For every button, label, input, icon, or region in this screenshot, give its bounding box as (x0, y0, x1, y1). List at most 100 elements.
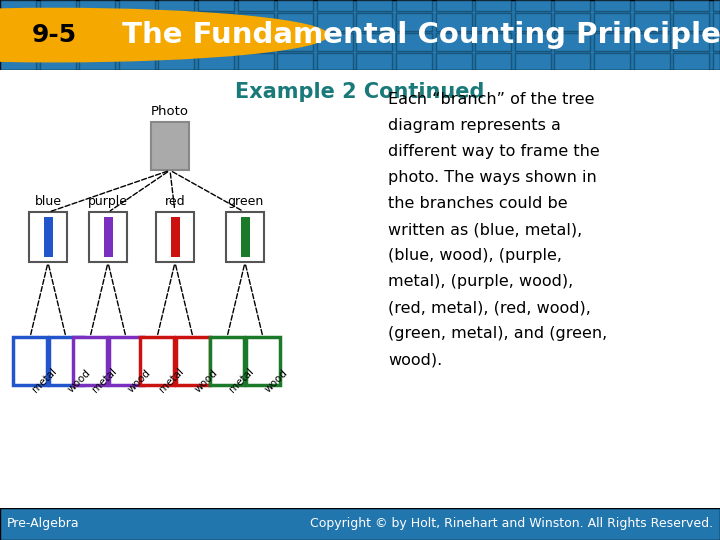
FancyBboxPatch shape (634, 52, 670, 70)
FancyBboxPatch shape (198, 14, 234, 31)
FancyBboxPatch shape (475, 14, 511, 31)
FancyBboxPatch shape (594, 0, 630, 11)
Bar (29, 212, 67, 262)
FancyBboxPatch shape (475, 0, 511, 11)
Bar (49, 338, 83, 386)
Bar (109, 338, 143, 386)
FancyBboxPatch shape (634, 14, 670, 31)
FancyBboxPatch shape (356, 14, 392, 31)
FancyBboxPatch shape (0, 33, 36, 51)
FancyBboxPatch shape (554, 0, 590, 11)
FancyBboxPatch shape (198, 0, 234, 11)
FancyBboxPatch shape (673, 33, 709, 51)
Bar (156, 212, 194, 262)
FancyBboxPatch shape (277, 52, 313, 70)
FancyBboxPatch shape (158, 0, 194, 11)
FancyBboxPatch shape (594, 33, 630, 51)
FancyBboxPatch shape (554, 14, 590, 31)
FancyBboxPatch shape (0, 52, 36, 70)
Text: Example 2 Continued: Example 2 Continued (235, 82, 485, 102)
Text: the branches could be: the branches could be (388, 197, 567, 211)
Text: diagram represents a: diagram represents a (388, 118, 561, 133)
FancyBboxPatch shape (436, 0, 472, 11)
FancyBboxPatch shape (713, 33, 720, 51)
FancyBboxPatch shape (356, 0, 392, 11)
Text: wood: wood (66, 368, 93, 395)
Bar (140, 338, 174, 386)
FancyBboxPatch shape (238, 14, 274, 31)
FancyBboxPatch shape (673, 14, 709, 31)
FancyBboxPatch shape (554, 52, 590, 70)
FancyBboxPatch shape (40, 0, 76, 11)
FancyBboxPatch shape (356, 52, 392, 70)
FancyBboxPatch shape (317, 14, 353, 31)
FancyBboxPatch shape (554, 33, 590, 51)
FancyBboxPatch shape (79, 33, 115, 51)
FancyBboxPatch shape (594, 14, 630, 31)
FancyBboxPatch shape (79, 14, 115, 31)
FancyBboxPatch shape (673, 0, 709, 11)
FancyBboxPatch shape (317, 52, 353, 70)
Bar (13, 338, 47, 386)
FancyBboxPatch shape (158, 14, 194, 31)
FancyBboxPatch shape (713, 0, 720, 11)
Bar (176, 338, 210, 386)
FancyBboxPatch shape (594, 52, 630, 70)
Bar (89, 212, 127, 262)
Bar (210, 338, 244, 386)
FancyBboxPatch shape (198, 33, 234, 51)
Circle shape (0, 9, 328, 62)
Bar (226, 212, 264, 262)
FancyBboxPatch shape (277, 14, 313, 31)
FancyBboxPatch shape (40, 52, 76, 70)
Text: wood).: wood). (388, 353, 442, 367)
Text: wood: wood (126, 368, 153, 395)
Text: metal), (purple, wood),: metal), (purple, wood), (388, 274, 573, 289)
Text: 9-5: 9-5 (32, 23, 76, 47)
FancyBboxPatch shape (515, 52, 551, 70)
FancyBboxPatch shape (396, 52, 432, 70)
FancyBboxPatch shape (0, 0, 720, 70)
Bar (104, 217, 112, 258)
FancyBboxPatch shape (79, 52, 115, 70)
FancyBboxPatch shape (238, 52, 274, 70)
FancyBboxPatch shape (396, 14, 432, 31)
FancyBboxPatch shape (119, 14, 155, 31)
Text: (green, metal), and (green,: (green, metal), and (green, (388, 327, 607, 341)
FancyBboxPatch shape (40, 14, 76, 31)
Bar (171, 217, 179, 258)
FancyBboxPatch shape (317, 33, 353, 51)
FancyBboxPatch shape (119, 52, 155, 70)
Text: photo. The ways shown in: photo. The ways shown in (388, 170, 597, 185)
Text: Photo: Photo (151, 105, 189, 118)
FancyBboxPatch shape (436, 14, 472, 31)
FancyBboxPatch shape (396, 33, 432, 51)
FancyBboxPatch shape (0, 14, 36, 31)
Text: metal: metal (157, 366, 185, 395)
Text: written as (blue, metal),: written as (blue, metal), (388, 222, 582, 238)
Text: wood: wood (263, 368, 289, 395)
FancyBboxPatch shape (475, 33, 511, 51)
FancyBboxPatch shape (158, 33, 194, 51)
FancyBboxPatch shape (713, 14, 720, 31)
FancyBboxPatch shape (317, 0, 353, 11)
Text: wood: wood (193, 368, 220, 395)
Text: Copyright © by Holt, Rinehart and Winston. All Rights Reserved.: Copyright © by Holt, Rinehart and Winsto… (310, 517, 713, 530)
Text: metal: metal (227, 366, 256, 395)
Bar (240, 217, 250, 258)
Text: red: red (165, 195, 185, 208)
Text: Each “branch” of the tree: Each “branch” of the tree (388, 92, 595, 107)
Text: green: green (227, 195, 263, 208)
Text: (red, metal), (red, wood),: (red, metal), (red, wood), (388, 300, 591, 315)
FancyBboxPatch shape (673, 52, 709, 70)
FancyBboxPatch shape (79, 0, 115, 11)
Text: The Fundamental Counting Principle: The Fundamental Counting Principle (112, 21, 720, 49)
FancyBboxPatch shape (515, 33, 551, 51)
FancyBboxPatch shape (436, 33, 472, 51)
FancyBboxPatch shape (713, 52, 720, 70)
Bar (43, 217, 53, 258)
FancyBboxPatch shape (119, 0, 155, 11)
FancyBboxPatch shape (119, 33, 155, 51)
Bar (246, 338, 280, 386)
FancyBboxPatch shape (277, 0, 313, 11)
